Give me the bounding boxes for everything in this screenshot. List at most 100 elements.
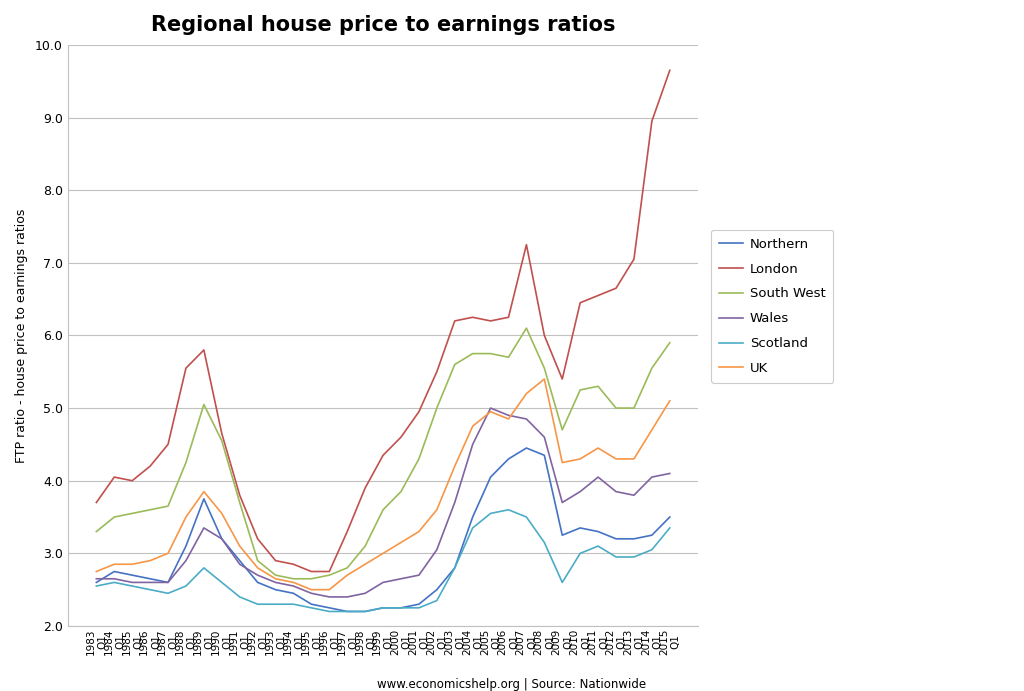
London	[628, 255, 640, 263]
Wales	[556, 498, 568, 507]
UK	[574, 455, 587, 463]
UK	[198, 487, 210, 495]
UK	[359, 560, 372, 569]
Wales	[646, 473, 658, 481]
UK	[395, 538, 408, 547]
Scotland	[198, 564, 210, 572]
Scotland	[646, 546, 658, 554]
UK	[252, 564, 264, 572]
South West	[646, 364, 658, 372]
UK	[377, 549, 389, 558]
Scotland	[252, 600, 264, 608]
Northern	[395, 604, 408, 612]
Wales	[269, 578, 282, 587]
London	[520, 240, 532, 249]
London	[574, 299, 587, 307]
Wales	[162, 578, 174, 587]
London	[324, 567, 336, 576]
South West	[610, 404, 623, 413]
South West	[341, 564, 353, 572]
Scotland	[467, 524, 479, 532]
South West	[556, 426, 568, 434]
South West	[144, 506, 157, 514]
London	[341, 527, 353, 536]
Scotland	[341, 607, 353, 616]
Scotland	[574, 549, 587, 558]
South West	[664, 339, 676, 347]
London	[359, 484, 372, 492]
Northern	[556, 531, 568, 540]
Northern	[431, 585, 443, 594]
Northern	[664, 513, 676, 521]
UK	[341, 571, 353, 579]
South West	[109, 513, 121, 521]
UK	[628, 455, 640, 463]
London	[180, 364, 193, 372]
Northern	[628, 535, 640, 543]
Northern	[574, 524, 587, 532]
Wales	[252, 571, 264, 579]
UK	[126, 560, 138, 569]
Northern	[144, 575, 157, 583]
South West	[592, 382, 604, 390]
Wales	[503, 411, 515, 419]
Northern	[252, 578, 264, 587]
UK	[520, 390, 532, 398]
Wales	[628, 491, 640, 500]
London	[162, 440, 174, 448]
UK	[664, 397, 676, 405]
London	[198, 346, 210, 354]
London	[377, 451, 389, 460]
Northern	[592, 527, 604, 536]
UK	[556, 458, 568, 466]
Northern	[162, 578, 174, 587]
Wales	[520, 415, 532, 423]
Wales	[109, 575, 121, 583]
Wales	[431, 546, 443, 554]
London	[610, 284, 623, 292]
UK	[503, 415, 515, 423]
South West	[539, 364, 551, 372]
Wales	[449, 498, 461, 507]
Scotland	[109, 578, 121, 587]
Northern	[109, 567, 121, 576]
Scotland	[592, 542, 604, 550]
Line: Northern: Northern	[96, 448, 670, 612]
Scotland	[90, 582, 102, 590]
London	[646, 117, 658, 125]
South West	[180, 458, 193, 466]
Northern	[126, 571, 138, 579]
Wales	[198, 524, 210, 532]
London	[395, 433, 408, 442]
Line: UK: UK	[96, 379, 670, 589]
Line: Scotland: Scotland	[96, 510, 670, 612]
London	[431, 368, 443, 376]
South West	[359, 542, 372, 550]
Wales	[341, 593, 353, 601]
Line: Wales: Wales	[96, 408, 670, 597]
London	[467, 313, 479, 321]
Northern	[467, 513, 479, 521]
Scotland	[628, 553, 640, 561]
Northern	[539, 451, 551, 460]
London	[252, 535, 264, 543]
Wales	[574, 487, 587, 495]
Northern	[503, 455, 515, 463]
UK	[90, 567, 102, 576]
Wales	[395, 575, 408, 583]
South West	[269, 571, 282, 579]
Wales	[610, 487, 623, 495]
South West	[162, 502, 174, 510]
South West	[503, 353, 515, 361]
Scotland	[520, 513, 532, 521]
South West	[198, 400, 210, 408]
Northern	[484, 473, 497, 481]
South West	[90, 527, 102, 536]
South West	[216, 437, 228, 445]
London	[109, 473, 121, 481]
Northern	[449, 564, 461, 572]
Scotland	[556, 578, 568, 587]
South West	[377, 506, 389, 514]
South West	[288, 575, 300, 583]
Wales	[288, 582, 300, 590]
